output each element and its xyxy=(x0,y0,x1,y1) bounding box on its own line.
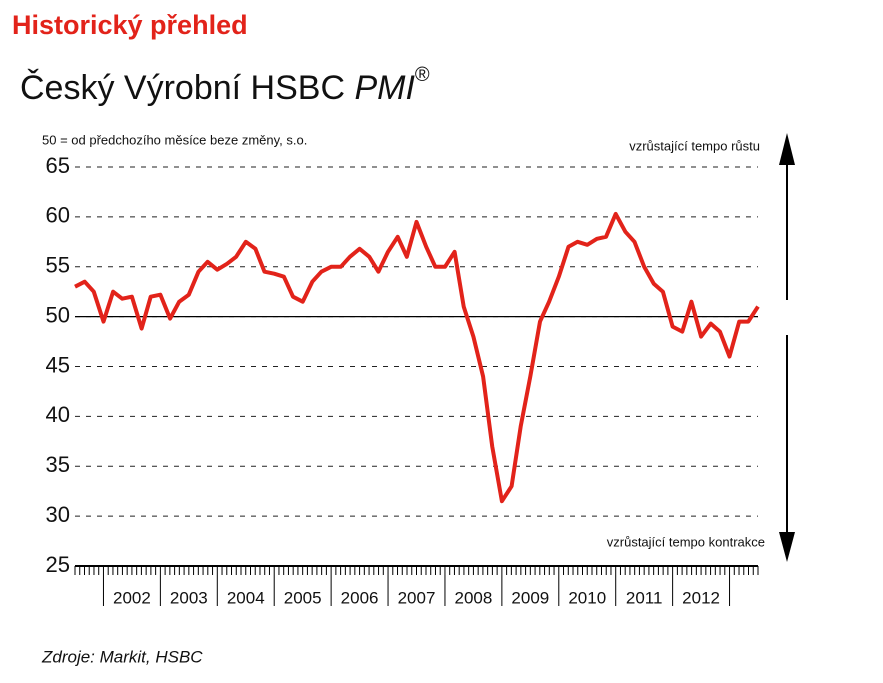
data-line xyxy=(74,211,760,504)
y-tick-label: 65 xyxy=(46,153,70,178)
x-tick-label: 2007 xyxy=(398,588,436,607)
source: Zdroje: Markit, HSBC xyxy=(41,647,203,666)
x-tick-label: 2009 xyxy=(511,588,549,607)
y-tick-label: 55 xyxy=(46,253,70,278)
x-tick-label: 2006 xyxy=(341,588,379,607)
annotation: vzrůstající tempo růstu xyxy=(629,138,760,153)
x-tick-label: 2003 xyxy=(170,588,208,607)
x-tick-label: 2004 xyxy=(227,588,265,607)
y-tick-label: 45 xyxy=(46,352,70,377)
arrow-head xyxy=(779,133,795,165)
y-tick-label: 30 xyxy=(46,502,70,527)
y-tick-label: 35 xyxy=(46,452,70,477)
annotation: vzrůstající tempo kontrakce xyxy=(607,534,765,549)
arrow-head xyxy=(779,532,795,562)
x-tick-label: 2008 xyxy=(455,588,493,607)
header: Historický přehled xyxy=(12,10,248,40)
x-tick-label: 2005 xyxy=(284,588,322,607)
x-tick-label: 2002 xyxy=(113,588,151,607)
title-mark: ® xyxy=(415,64,430,86)
subtitle: 50 = od předchozího měsíce beze změny, s… xyxy=(42,132,307,147)
y-tick-label: 25 xyxy=(46,552,70,577)
chart-title: Český Výrobní HSBC PMI® xyxy=(20,64,430,107)
x-tick-label: 2011 xyxy=(626,588,663,607)
y-tick-label: 60 xyxy=(46,203,70,228)
y-tick-label: 50 xyxy=(46,302,70,327)
title-main: Český Výrobní HSBC xyxy=(20,69,345,107)
x-tick-label: 2012 xyxy=(682,588,720,607)
y-tick-label: 40 xyxy=(46,402,70,427)
title-italic: PMI xyxy=(354,69,415,107)
x-tick-label: 2010 xyxy=(568,588,606,607)
